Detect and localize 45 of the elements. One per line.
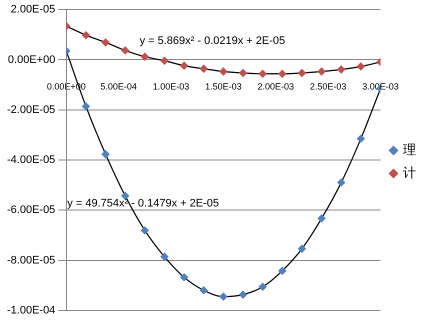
x-tick-label: 5.00E-04 xyxy=(100,82,137,92)
point xyxy=(278,266,286,275)
legend-label: 计 xyxy=(403,165,416,180)
y-tick-label: 0.00E+00 xyxy=(8,54,56,66)
point xyxy=(278,70,286,78)
point xyxy=(219,292,228,301)
y-tick-label: -2.00E-05 xyxy=(6,104,56,116)
point xyxy=(337,66,346,74)
point xyxy=(160,252,168,261)
point xyxy=(356,134,365,143)
point xyxy=(180,62,188,70)
annotation: y = 5.869x² - 0.0219x + 2E-05 xyxy=(140,35,286,48)
point xyxy=(239,69,248,78)
x-tick-label: 2.00E-03 xyxy=(258,82,294,92)
point xyxy=(121,46,130,54)
point xyxy=(258,282,267,291)
point xyxy=(219,68,228,76)
point xyxy=(180,273,188,282)
point xyxy=(318,214,326,222)
y-tick-label: -6.00E-05 xyxy=(6,204,56,216)
annotation: y = 49.754x² - 0.1479x + 2E-05 xyxy=(67,198,219,210)
point xyxy=(239,290,248,299)
point xyxy=(298,244,306,253)
point xyxy=(356,62,365,70)
y-tick-label: -8.00E-05 xyxy=(6,254,56,266)
point xyxy=(140,52,149,61)
point xyxy=(82,31,90,40)
x-tick-label: 1.50E-03 xyxy=(205,82,242,92)
legend-label: 理 xyxy=(403,142,416,158)
point xyxy=(258,70,267,78)
point xyxy=(200,64,208,73)
point xyxy=(140,226,149,234)
point xyxy=(160,56,168,65)
point xyxy=(82,102,90,110)
x-tick-label: 2.50E-03 xyxy=(310,82,346,92)
point xyxy=(318,68,326,76)
point xyxy=(102,150,110,158)
point xyxy=(102,38,110,46)
y-tick-label: 2.00E-05 xyxy=(10,4,56,16)
point xyxy=(298,69,306,78)
point xyxy=(337,178,346,187)
y-tick-label: -1.00E-04 xyxy=(6,304,56,316)
y-tick-label: -4.00E-05 xyxy=(6,154,56,166)
x-tick-label: 1.00E-03 xyxy=(152,82,190,92)
point xyxy=(200,286,208,294)
